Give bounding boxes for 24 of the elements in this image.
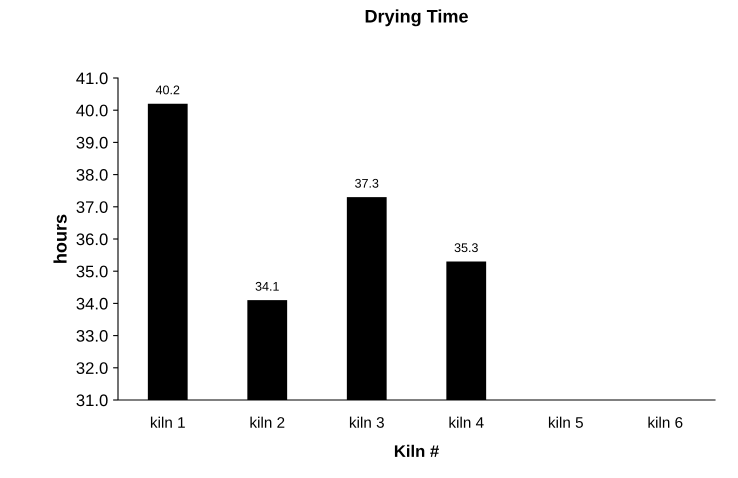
x-tick-label: kiln 4: [449, 416, 484, 428]
y-tick-label: 35.0: [76, 266, 108, 278]
y-tick-label: 33.0: [76, 330, 108, 342]
y-tick-label: 41.0: [76, 72, 108, 84]
y-tick-label: 40.0: [76, 104, 108, 116]
x-tick-label: kiln 6: [648, 416, 682, 428]
x-tick-label: kiln 2: [250, 416, 284, 428]
y-tick-label: 37.0: [76, 201, 108, 214]
y-tick-label: 34.0: [76, 298, 108, 310]
y-tick-label: 32.0: [76, 362, 108, 374]
x-tick-label: kiln 3: [350, 416, 384, 428]
y-tick-label: 38.0: [76, 169, 108, 181]
chart-title: Drying Time: [366, 9, 468, 26]
data-label: 40.2: [156, 85, 180, 94]
data-label: 35.3: [454, 243, 478, 252]
x-tick-label: kiln 5: [548, 416, 583, 428]
y-axis-title: hours: [53, 214, 67, 263]
x-axis-title: Kiln #: [394, 444, 439, 457]
y-tick-label: 31.0: [76, 394, 108, 406]
x-tick-label: kiln 1: [150, 416, 185, 428]
data-label: 34.1: [256, 282, 279, 291]
y-tick-label: 36.0: [76, 233, 108, 246]
data-label: 37.3: [355, 178, 378, 188]
y-tick-label: 39.0: [76, 136, 108, 149]
